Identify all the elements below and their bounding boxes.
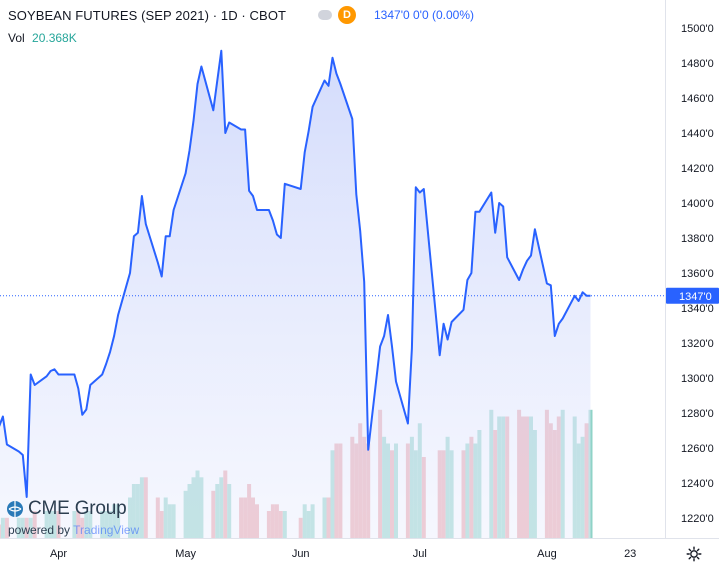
price-area-fill: [0, 50, 591, 538]
y-tick-label: 1420'0: [681, 163, 714, 175]
x-tick-label: May: [175, 548, 196, 560]
powered-by-label: powered by: [8, 523, 71, 537]
x-axis[interactable]: Apr May Jun Jul Aug 23: [50, 548, 636, 560]
market-status-pill[interactable]: [318, 10, 332, 20]
x-tick-label: Jun: [292, 548, 310, 560]
y-tick-label: 1240'0: [681, 478, 714, 490]
tradingview-text: TradingView: [73, 523, 140, 537]
price-area: [0, 49, 591, 538]
last-price-label: 1347'0: [679, 291, 712, 303]
symbol-title[interactable]: SOYBEAN FUTURES (SEP 2021) · 1D · CBOT: [8, 8, 287, 23]
last-quote: 1347'0 0'0 (0.00%): [374, 8, 474, 22]
y-tick-label: 1300'0: [681, 373, 714, 385]
price-line: [0, 49, 591, 498]
y-tick-label: 1220'0: [681, 513, 714, 525]
status-badges[interactable]: D: [318, 6, 358, 24]
chart-legend: SOYBEAN FUTURES (SEP 2021) · 1D · CBOT: [8, 8, 286, 23]
y-axis[interactable]: 1220'0 1240'0 1260'0 1280'0 1300'0 1320'0 1340…: [666, 23, 719, 525]
x-tick-label: Aug: [537, 548, 557, 560]
powered-by-text: powered by TradingView: [8, 523, 139, 537]
y-tick-label: 1480'0: [681, 58, 714, 70]
x-tick-label: 23: [624, 548, 636, 560]
y-tick-label: 1260'0: [681, 443, 714, 455]
y-tick-label: 1380'0: [681, 233, 714, 245]
cme-logo-text: CME Group: [28, 498, 127, 519]
y-tick-label: 1280'0: [681, 408, 714, 420]
last-price-label-bg: [666, 287, 719, 304]
volume-value: 20.368K: [32, 31, 77, 45]
y-tick-label: 1360'0: [681, 268, 714, 280]
y-tick-label: 1460'0: [681, 93, 714, 105]
x-tick-label: Apr: [50, 548, 67, 560]
y-tick-label: 1500'0: [681, 23, 714, 35]
y-tick-label: 1340'0: [681, 303, 714, 315]
y-tick-label: 1320'0: [681, 338, 714, 350]
volume-legend: Vol 20.368K: [8, 31, 77, 45]
cme-globe-icon: [7, 501, 23, 517]
gear-icon[interactable]: [686, 546, 702, 562]
y-tick-label: 1400'0: [681, 198, 714, 210]
volume-label: Vol: [8, 31, 25, 45]
x-tick-label: Jul: [413, 548, 427, 560]
y-tick-label: 1440'0: [681, 128, 714, 140]
delayed-badge[interactable]: D: [338, 6, 356, 24]
